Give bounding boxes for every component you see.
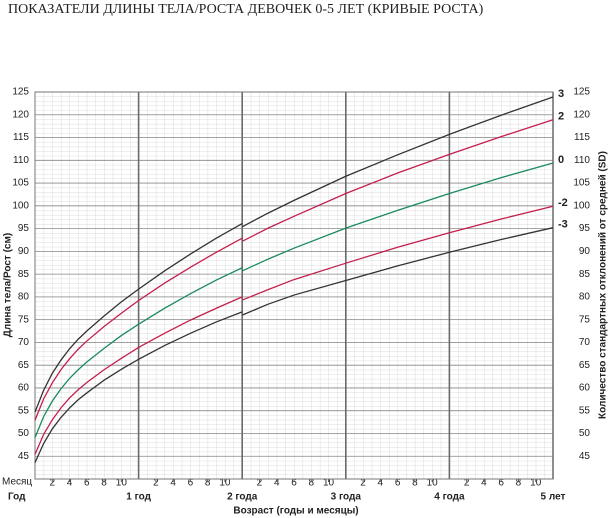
x-axis-label: Возраст (годы и месяцы): [233, 506, 358, 517]
y2-tick-label: 90: [579, 246, 591, 257]
y-tick-label: 70: [18, 337, 30, 348]
y2-tick-label: 45: [579, 451, 591, 462]
x-tick-label: 4: [378, 478, 384, 489]
x-tick-label: 8: [101, 478, 107, 489]
x-tick-label: 2: [464, 478, 470, 489]
y-tick-label: 110: [13, 155, 29, 166]
year-tick-label: 2 года: [227, 492, 258, 503]
x-tick-label: 10: [530, 478, 542, 489]
y-tick-label: 100: [12, 200, 29, 211]
month-row-label: Месяц: [2, 477, 32, 488]
y2-tick-label: 125: [573, 87, 590, 98]
y-tick-label: 45: [18, 451, 30, 462]
year-row-label: Год: [8, 492, 26, 503]
curve-label: 3: [558, 88, 564, 100]
x-tick-label: 4: [67, 478, 73, 489]
growth-curve: [34, 227, 554, 463]
y2-tick-label: 85: [579, 269, 591, 280]
growth-curve: [34, 96, 554, 413]
y2-tick-label: 95: [579, 223, 591, 234]
growth-curve: [34, 119, 554, 421]
y-tick-label: 85: [18, 269, 30, 280]
year-tick-label: 3 года: [331, 492, 362, 503]
plot-border: [34, 91, 554, 480]
curve-label: 0: [558, 154, 564, 166]
y-axis-label: Длина тела/Рост (см): [3, 233, 14, 337]
y-tick-label: 95: [18, 223, 30, 234]
x-tick-label: 10: [219, 478, 231, 489]
growth-curve: [34, 205, 554, 455]
x-tick-label: 4: [170, 478, 176, 489]
x-tick-label: 2: [360, 478, 366, 489]
y-tick-label: 105: [12, 178, 29, 189]
y-tick-label: 80: [18, 292, 30, 303]
y-tick-label: 55: [18, 405, 30, 416]
year-tick-label: 5 лет: [541, 492, 566, 503]
year-tick-label: 1 год: [126, 492, 151, 503]
x-tick-label: 10: [323, 478, 335, 489]
curve-label: -3: [558, 219, 568, 231]
plot-area: [35, 92, 553, 479]
y-tick-label: 115: [13, 132, 29, 143]
y-tick-label: 75: [18, 314, 30, 325]
x-tick-label: 6: [291, 478, 297, 489]
x-tick-label: 2: [153, 478, 159, 489]
y-tick-label: 65: [18, 360, 30, 371]
y2-tick-label: 115: [574, 132, 590, 143]
y2-tick-label: 80: [579, 292, 591, 303]
x-tick-label: 6: [395, 478, 401, 489]
x-tick-label: 6: [498, 478, 504, 489]
x-tick-label: 6: [188, 478, 194, 489]
y-tick-label: 90: [18, 246, 30, 257]
x-tick-label: 2: [257, 478, 263, 489]
y2-tick-label: 100: [573, 200, 590, 211]
y2-tick-label: 120: [573, 109, 590, 120]
x-tick-label: 4: [481, 478, 487, 489]
x-tick-label: 8: [412, 478, 418, 489]
y-tick-label: 60: [18, 383, 30, 394]
y-tick-label: 125: [12, 87, 29, 98]
curve-label: -2: [558, 197, 568, 209]
x-tick-label: 8: [205, 478, 211, 489]
y2-tick-label: 50: [579, 428, 591, 439]
y2-tick-label: 75: [579, 314, 591, 325]
y2-tick-label: 55: [579, 405, 591, 416]
curve-label: 2: [558, 111, 564, 123]
y2-tick-label: 60: [579, 383, 591, 394]
x-tick-label: 8: [516, 478, 522, 489]
x-tick-label: 6: [84, 478, 90, 489]
x-tick-label: 10: [116, 478, 128, 489]
x-tick-label: 4: [274, 478, 280, 489]
y-tick-label: 120: [12, 109, 29, 120]
year-tick-label: 4 года: [434, 492, 465, 503]
y2-tick-label: 110: [574, 155, 590, 166]
x-tick-label: 8: [308, 478, 314, 489]
y2-tick-label: 65: [579, 360, 591, 371]
y2-tick-label: 105: [573, 178, 590, 189]
y-tick-label: 50: [18, 428, 30, 439]
y2-tick-label: 70: [579, 337, 591, 348]
x-tick-label: 2: [49, 478, 55, 489]
y2-axis-label: Количество стандартных отклонений от сре…: [598, 151, 609, 419]
chart-title: ПОКАЗАТЕЛИ ДЛИНЫ ТЕЛА/РОСТА ДЕВОЧЕК 0-5 …: [8, 2, 484, 17]
x-tick-label: 10: [427, 478, 439, 489]
growth-curve: [34, 162, 554, 438]
